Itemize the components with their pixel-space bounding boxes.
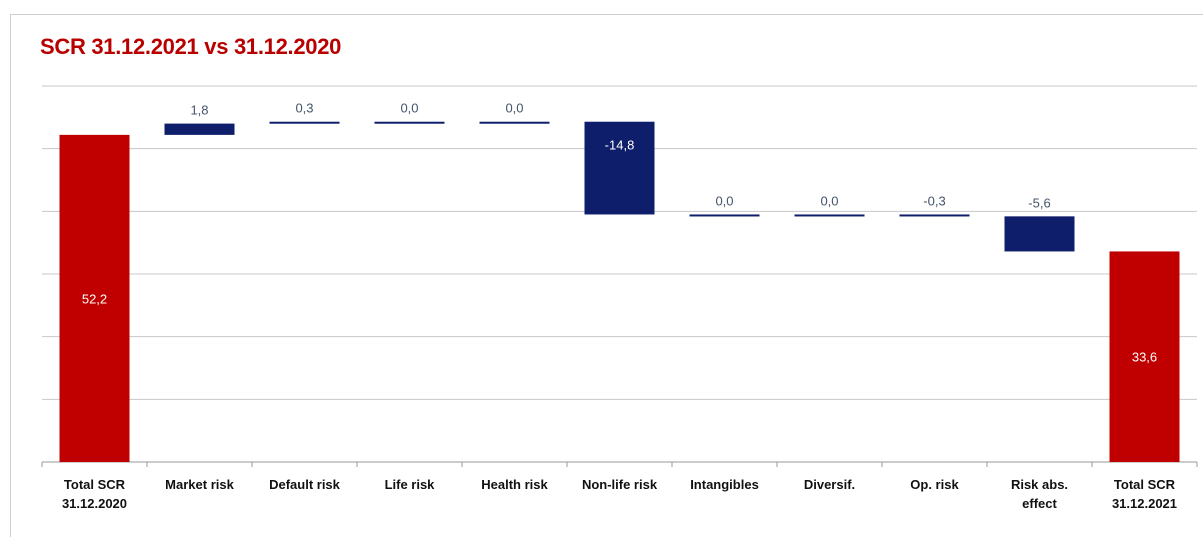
bar-op-risk: [899, 214, 970, 217]
category-label: Risk abs. effect: [1011, 477, 1068, 511]
category-label: Non-life risk: [582, 477, 658, 492]
category-label: Health risk: [481, 477, 548, 492]
bar-total-scr-31-12-2020: [59, 134, 130, 462]
value-label: 1,8: [190, 103, 208, 118]
chart-title: SCR 31.12.2021 vs 31.12.2020: [40, 34, 342, 59]
value-label: 0,3: [295, 101, 313, 116]
category-label: Op. risk: [910, 477, 959, 492]
value-label: 33,6: [1132, 350, 1157, 365]
bar-market-risk: [164, 123, 235, 135]
category-label: Total SCR 31.12.2021: [1112, 477, 1177, 511]
category-label: Market risk: [165, 477, 234, 492]
value-label: 0,0: [505, 101, 523, 116]
category-label: Diversif.: [804, 477, 855, 492]
bar-life-risk: [374, 121, 445, 124]
value-label: 0,0: [715, 193, 733, 208]
category-label: Total SCR 31.12.2020: [62, 477, 127, 511]
bar-health-risk: [479, 121, 550, 124]
value-label: -5,6: [1028, 195, 1050, 210]
bar-risk-abs-effect: [1004, 216, 1075, 252]
bar-intangibles: [689, 214, 760, 217]
bar-diversif: [794, 214, 865, 217]
bar-non-life-risk: [584, 121, 655, 215]
category-label: Intangibles: [690, 477, 759, 492]
chart-frame: [10, 14, 1203, 537]
bar-total-scr-31-12-2021: [1109, 251, 1180, 462]
value-label: 0,0: [820, 193, 838, 208]
value-label: -14,8: [605, 138, 635, 153]
value-label: 52,2: [82, 291, 107, 306]
value-label: 0,0: [400, 101, 418, 116]
value-label: -0,3: [923, 193, 945, 208]
bar-default-risk: [269, 121, 340, 124]
category-label: Default risk: [269, 477, 341, 492]
category-label: Life risk: [385, 477, 436, 492]
